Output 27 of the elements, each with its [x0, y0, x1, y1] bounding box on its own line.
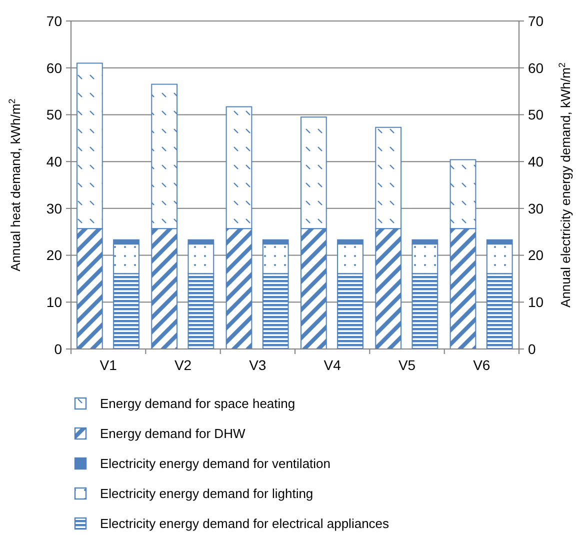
y-tick-label: 50: [46, 106, 62, 123]
x-tick-label: V3: [249, 357, 266, 373]
x-tick-label: V1: [100, 357, 118, 373]
y2-tick-label: 50: [528, 106, 544, 123]
y2-tick-label: 70: [528, 12, 544, 29]
y2-tick-label: 20: [528, 247, 544, 264]
y2-tick-label: 40: [528, 153, 544, 170]
x-tick-label: V4: [324, 357, 342, 373]
y-tick-label: 60: [46, 60, 62, 76]
legend-label: Energy demand for space heating: [100, 396, 296, 411]
y2-tick-label: 30: [528, 200, 544, 216]
y2-tick-label: 0: [528, 340, 536, 357]
legend-label: Electricity energy demand for lighting: [100, 486, 314, 501]
legend-label: Electricity energy demand for electrical appliances: [100, 516, 390, 531]
x-tick-label: V5: [398, 357, 416, 373]
y2-tick-label: 10: [528, 294, 544, 310]
y-tick-label: 20: [46, 247, 62, 264]
legend-label: Energy demand for DHW: [100, 426, 246, 441]
legend-label: Electricity energy demand for ventilation: [100, 456, 331, 471]
y-tick-label: 10: [46, 294, 62, 310]
y-tick-label: 40: [46, 153, 62, 170]
y-tick-label: 70: [46, 12, 62, 29]
y2-tick-label: 60: [528, 60, 544, 76]
y-tick-label: 30: [46, 200, 62, 216]
y-tick-label: 0: [54, 340, 62, 357]
x-tick-label: V2: [174, 357, 192, 373]
x-tick-label: V6: [473, 357, 490, 373]
